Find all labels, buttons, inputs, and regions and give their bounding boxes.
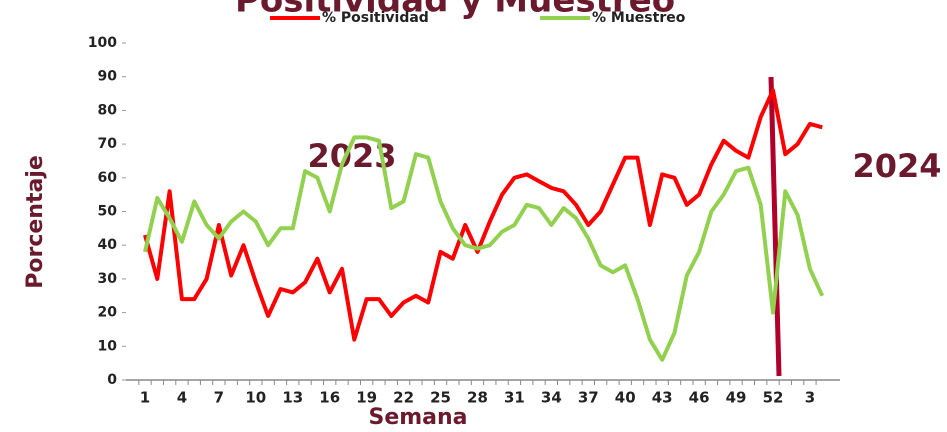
y-tick-label: 60 [98,170,118,186]
x-tick-label: 37 [578,389,599,407]
x-tick-label: 31 [504,389,525,407]
series-line [143,135,825,362]
x-tick-label: 25 [430,389,451,407]
year-separator [768,76,782,377]
x-tick-label: 22 [393,389,414,407]
legend-label: % Muestreo [592,10,686,26]
x-tick-label: 7 [214,389,224,407]
y-axis-label: Porcentaje [23,155,48,289]
x-tick-label: 3 [805,389,815,407]
y-tick-label: 80 [98,102,118,118]
x-tick-label: 10 [245,389,266,407]
x-tick-label: 52 [763,389,784,407]
y-tick-label: 30 [98,271,118,287]
y-tick-label: 0 [107,372,117,388]
x-tick-label: 34 [541,389,562,407]
series-line [143,88,823,342]
annotation: 2024 [852,147,941,185]
x-tick-label: 1 [140,389,150,407]
x-tick-label: 16 [319,389,340,407]
x-tick-label: 28 [467,389,488,407]
y-tick-label: 40 [98,237,118,253]
x-tick-label: 49 [726,389,747,407]
y-tick-label: 50 [98,204,118,220]
x-tick-label: 13 [282,389,303,407]
x-tick-label: 40 [615,389,636,407]
y-tick-label: 90 [98,69,118,85]
x-tick-label: 4 [177,389,187,407]
x-tick-label: 43 [652,389,673,407]
y-tick-label: 100 [88,35,117,51]
x-tick-label: 46 [689,389,710,407]
y-tick-label: 70 [98,136,118,152]
x-tick-label: 19 [356,389,377,407]
legend-label: % Positividad [322,10,429,26]
y-tick-label: 20 [98,305,118,321]
chart-title: Positividad y Muestreo [235,0,675,21]
y-tick-label: 10 [98,338,118,354]
x-axis-label: Semana [368,405,467,430]
